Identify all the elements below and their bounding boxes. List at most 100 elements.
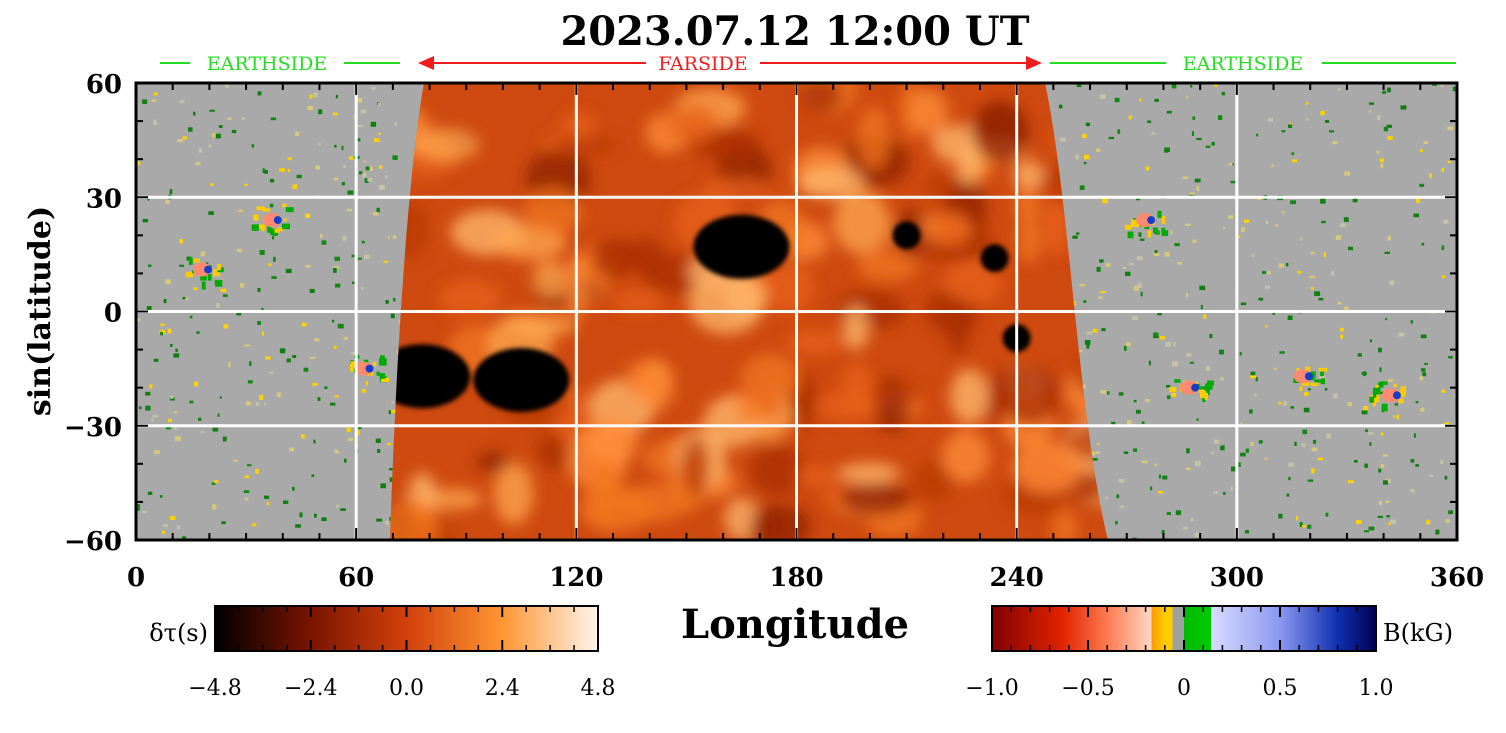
magnetogram-pixel (1304, 392, 1309, 396)
magnetogram-pixel (1443, 219, 1449, 224)
active-region-spot (1304, 372, 1313, 381)
magnetogram-pixel (1309, 275, 1316, 279)
active-region-spot (1191, 383, 1200, 392)
magnetogram-pixel (251, 144, 255, 148)
farside-texture-blob (749, 445, 806, 496)
farside-texture-blob (874, 383, 921, 404)
farside-texture-blob (924, 174, 957, 198)
magnetogram-pixel (1383, 126, 1389, 132)
magnetogram-pixel (241, 117, 246, 120)
magnetogram-pixel (1133, 399, 1137, 403)
magnetogram-pixel (1089, 451, 1096, 456)
magnetogram-pixel (318, 109, 323, 115)
farside-texture-blob (763, 263, 815, 313)
farside-texture-blob (837, 462, 901, 484)
farside-texture-blob (795, 465, 836, 487)
magnetogram-pixel (177, 139, 184, 143)
magnetogram-pixel (1441, 167, 1445, 172)
magnetogram-pixel (341, 145, 344, 151)
magnetogram-pixel (1363, 406, 1369, 411)
chart-title: 2023.07.12 12:00 UT (560, 8, 1029, 55)
magnetogram-pixel (1440, 83, 1444, 88)
active-region-pixel (251, 224, 259, 231)
magnetogram-pixel (243, 490, 250, 494)
magnetogram-pixel (1166, 110, 1172, 114)
magnetogram-pixel (283, 500, 289, 504)
magnetogram-pixel (1098, 296, 1103, 299)
farside-feature (390, 344, 471, 409)
active-region-pixel (349, 363, 354, 372)
magnetogram-pixel (212, 132, 216, 138)
magnetogram-pixel (227, 117, 232, 120)
magnetogram-pixel (1297, 270, 1302, 274)
magnetogram-pixel (1075, 154, 1079, 160)
magnetogram-pixel (319, 233, 323, 239)
magnetogram-pixel (1439, 460, 1444, 465)
magnetogram-pixel (1100, 291, 1106, 294)
active-region-pixel (200, 273, 207, 281)
magnetogram-pixel (1281, 130, 1286, 133)
magnetogram-pixel (1296, 516, 1299, 521)
magnetogram-pixel (1185, 293, 1189, 298)
magnetogram-pixel (1424, 362, 1428, 365)
earthside-left-label: EARTHSIDE (207, 53, 327, 75)
magnetogram-pixel (1326, 433, 1332, 439)
magnetogram-pixel (192, 111, 196, 116)
magnetogram-pixel (383, 260, 389, 263)
x-tick-labels: 0 60 120 180 240 300 360 (127, 563, 1484, 593)
magnetogram-pixel (346, 209, 353, 212)
magnetogram-pixel (1083, 161, 1087, 165)
magnetogram-pixel (1387, 379, 1394, 382)
active-region-pixel (217, 264, 221, 271)
magnetogram-pixel (305, 265, 311, 268)
active-region-pixel (1310, 382, 1319, 386)
magnetogram-pixel (1447, 126, 1454, 131)
magnetogram-pixel (141, 510, 147, 514)
magnetogram-pixel (1189, 193, 1194, 197)
y-tick-label: 0 (104, 299, 122, 329)
magnetogram-pixel (153, 450, 160, 454)
farside-texture-blob (842, 305, 869, 351)
magnetogram-pixel (214, 480, 219, 484)
magnetogram-pixel (182, 136, 187, 140)
magnetogram-pixel (333, 177, 338, 181)
magnetogram-pixel (1321, 220, 1326, 224)
magnetogram-pixel (1447, 160, 1452, 164)
magnetogram-pixel (1435, 529, 1440, 535)
magnetogram-pixel (1101, 328, 1106, 332)
magnetogram-pixel (1194, 532, 1199, 537)
magnetogram-pixel (378, 132, 381, 135)
magnetogram-pixel (1118, 392, 1124, 396)
active-region (1369, 381, 1407, 412)
magnetogram-pixel (315, 165, 320, 170)
magnetogram-pixel (1441, 389, 1445, 393)
magnetogram-pixel (1060, 137, 1066, 142)
magnetogram-pixel (1384, 251, 1390, 254)
magnetogram-pixel (1084, 340, 1091, 345)
magnetogram-pixel (247, 380, 253, 384)
magnetogram-pixel (292, 355, 297, 359)
magnetogram-pixel (181, 536, 187, 540)
magnetogram-pixel (351, 352, 355, 355)
magnetogram-pixel (1171, 393, 1177, 398)
magnetogram-pixel (1095, 451, 1101, 454)
farside-texture-blob (1041, 196, 1071, 256)
magnetogram-pixel (362, 172, 367, 178)
magnetogram-pixel (169, 516, 176, 521)
magnetogram-pixel (1148, 360, 1151, 366)
magnetogram-pixel (1092, 457, 1098, 461)
magnetogram-pixel (1211, 451, 1214, 455)
magnetogram-pixel (1319, 375, 1326, 380)
magnetogram-pixel (1250, 441, 1254, 447)
magnetogram-pixel (324, 386, 328, 390)
magnetogram-pixel (1174, 243, 1180, 247)
magnetogram-pixel (1230, 486, 1233, 491)
farside-arrowhead-right (1026, 56, 1042, 70)
magnetogram-pixel (1213, 439, 1219, 444)
magnetogram-pixel (1337, 87, 1341, 91)
magnetogram-pixel (1147, 120, 1152, 123)
magnetogram-pixel (1377, 515, 1383, 518)
farside-arrowhead-left (418, 56, 434, 70)
magnetogram-pixel (389, 477, 394, 482)
magnetogram-pixel (198, 148, 203, 153)
